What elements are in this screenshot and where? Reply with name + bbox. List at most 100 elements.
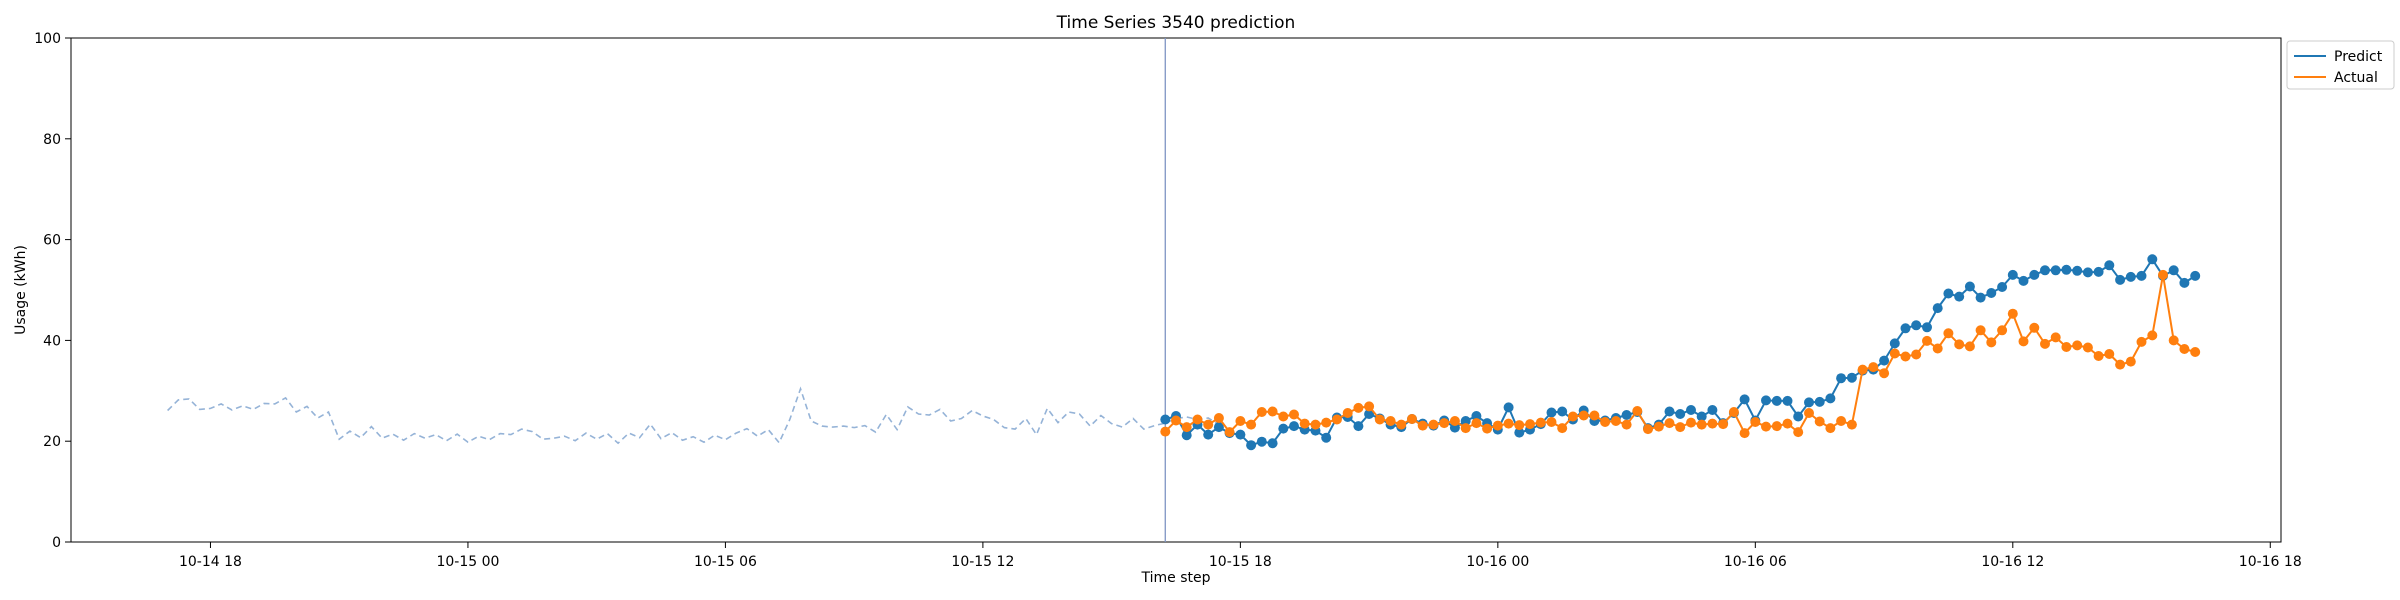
data-point-predict: [1836, 373, 1847, 384]
data-point-predict: [1471, 411, 1482, 421]
data-point-actual: [2007, 308, 2018, 319]
data-point-predict: [1782, 395, 1793, 406]
data-point-actual: [1643, 424, 1653, 435]
data-point-actual: [1492, 420, 1503, 431]
data-point-actual: [1278, 411, 1289, 422]
data-point-predict: [2050, 265, 2061, 276]
data-point-predict: [1460, 416, 1471, 426]
y-axis: 0 20 40 60 80 100: [34, 31, 71, 551]
data-point-actual: [1471, 418, 1482, 429]
data-point-actual: [1224, 427, 1235, 438]
data-point-actual: [1407, 414, 1417, 424]
data-point-actual: [1514, 420, 1525, 431]
data-point-actual: [1675, 422, 1686, 433]
data-point-actual: [1385, 416, 1396, 426]
data-point-actual: [1761, 421, 1771, 432]
data-point-predict: [1900, 323, 1911, 334]
data-point-actual: [1771, 421, 1782, 432]
data-point-actual: [1331, 414, 1342, 425]
data-point-predict: [1975, 292, 1986, 303]
data-point-actual: [1879, 368, 1890, 379]
data-point-actual: [1417, 420, 1428, 431]
data-point-actual: [1900, 351, 1911, 362]
x-axis-label: Time step: [1141, 570, 1211, 586]
data-point-predict: [1943, 288, 1954, 299]
data-point-predict: [2007, 269, 2018, 280]
data-point-predict: [1246, 440, 1257, 451]
plot-area: [70, 37, 2282, 543]
data-point-actual: [1203, 419, 1214, 430]
data-point-actual: [2061, 342, 2072, 352]
data-point-predict: [1761, 395, 1771, 406]
data-point-actual: [1289, 409, 1299, 420]
data-point-actual: [1964, 341, 1975, 352]
data-point-actual: [1804, 408, 1814, 418]
data-point-actual: [1857, 364, 1868, 375]
data-point-predict: [1160, 414, 1171, 425]
x-axis: 10-14 18 10-15 00 10-15 06 10-15 12 10-15 18…: [179, 542, 2302, 570]
data-point-actual: [2029, 322, 2040, 333]
y-tick-label: 80: [43, 132, 61, 148]
data-point-actual: [1213, 413, 1224, 423]
data-point-actual: [1836, 416, 1847, 426]
data-point-predict: [1793, 411, 1804, 422]
data-point-actual: [1610, 416, 1621, 426]
data-point-actual: [1299, 418, 1310, 429]
data-point-predict: [1825, 393, 1836, 404]
data-point-actual: [1696, 419, 1707, 430]
history-line: [167, 386, 1220, 445]
data-point-predict: [1922, 322, 1932, 333]
data-point-actual: [1449, 416, 1460, 426]
data-point-predict: [1503, 402, 1514, 413]
data-point-predict: [2082, 267, 2093, 278]
data-point-actual: [1975, 325, 1986, 336]
data-point-predict: [2104, 260, 2115, 271]
data-point-predict: [1267, 438, 1278, 449]
data-point-actual: [1739, 428, 1750, 439]
y-tick-label: 20: [43, 434, 61, 450]
data-point-actual: [1557, 423, 1568, 434]
data-point-actual: [1997, 325, 2008, 336]
data-point-actual: [1460, 423, 1471, 434]
data-point-actual: [1482, 423, 1493, 434]
data-point-actual: [1374, 414, 1385, 425]
data-point-actual: [1267, 406, 1278, 417]
legend-label-predict: Predict: [2334, 49, 2383, 65]
legend: Predict Actual: [2286, 40, 2395, 90]
data-point-predict: [2018, 275, 2029, 286]
data-point-actual: [1235, 416, 1246, 426]
y-tick-label: 40: [43, 333, 61, 349]
data-point-actual: [1364, 401, 1375, 412]
data-point-predict: [1514, 427, 1525, 438]
plot-marks: [167, 38, 2201, 542]
data-point-predict: [1932, 303, 1943, 314]
data-point-predict: [1814, 396, 1825, 407]
data-point-actual: [2115, 359, 2126, 370]
data-point-actual: [1546, 417, 1557, 427]
data-point-actual: [1825, 423, 1836, 434]
data-point-predict: [2029, 269, 2040, 280]
data-point-actual: [2104, 349, 2115, 359]
data-point-actual: [1310, 419, 1321, 430]
x-tick-label: 10-16 00: [1466, 554, 1529, 570]
data-point-predict: [2040, 265, 2050, 276]
data-point-actual: [1868, 362, 1879, 373]
data-point-predict: [2190, 270, 2201, 281]
data-point-actual: [1653, 421, 1664, 432]
x-tick-label: 10-15 12: [951, 554, 1014, 570]
data-point-actual: [2018, 336, 2029, 347]
data-point-actual: [1750, 417, 1761, 427]
data-point-predict: [2136, 270, 2147, 281]
data-point-predict: [1353, 421, 1364, 432]
data-point-predict: [1675, 409, 1686, 419]
data-point-actual: [2168, 335, 2179, 346]
data-point-actual: [1986, 337, 1997, 348]
data-point-predict: [2061, 264, 2072, 275]
data-point-predict: [1289, 421, 1299, 432]
data-point-actual: [1686, 417, 1696, 428]
x-tick-label: 10-16 18: [2239, 554, 2302, 570]
data-point-actual: [1171, 415, 1181, 426]
data-point-actual: [1256, 407, 1267, 417]
data-point-actual: [1621, 419, 1632, 430]
